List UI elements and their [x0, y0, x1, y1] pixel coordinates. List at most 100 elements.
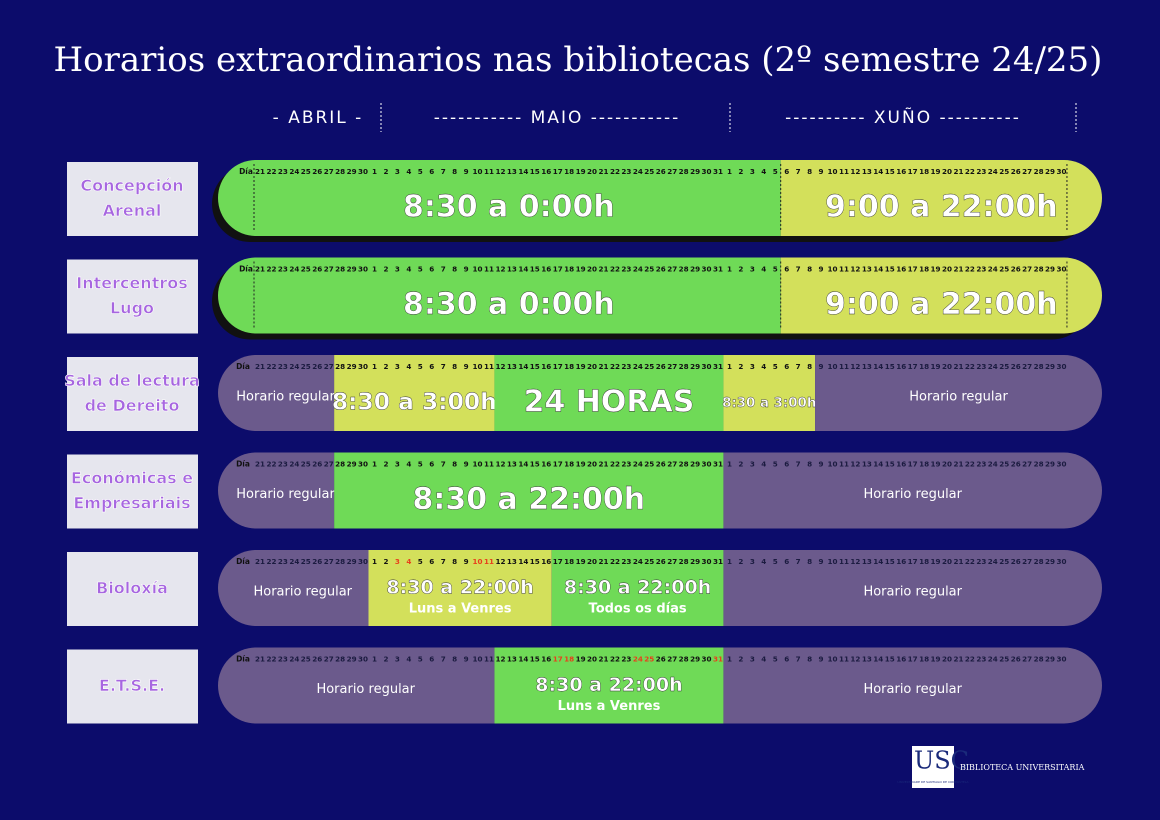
day: 7 — [796, 460, 801, 469]
day: 3 — [750, 557, 755, 566]
day: 21 — [255, 265, 265, 274]
day: 31 — [713, 362, 723, 371]
day: 4 — [761, 265, 766, 274]
day: 7 — [441, 655, 446, 664]
day: 23 — [278, 655, 288, 664]
day: 29 — [690, 265, 700, 274]
day: 17 — [553, 655, 563, 664]
day: 23 — [621, 655, 631, 664]
day: 24 — [988, 167, 998, 176]
day: 14 — [518, 655, 528, 664]
day: 26 — [1011, 460, 1021, 469]
day: 19 — [576, 265, 586, 274]
day: 22 — [266, 460, 276, 469]
day: 17 — [908, 557, 918, 566]
day: 28 — [679, 460, 689, 469]
day: 31 — [713, 655, 723, 664]
day: 28 — [679, 265, 689, 274]
day: 19 — [576, 460, 586, 469]
day: 11 — [484, 460, 494, 469]
row: 21 22 23 24 25 26 27 28 29 30 1 2 3 4 5 6 7 8 9 10 11 12 13 14 1… — [218, 257, 1102, 334]
logo: USC — [914, 747, 969, 775]
day: 27 — [667, 655, 677, 664]
day: 26 — [1011, 265, 1021, 274]
day: 18 — [564, 655, 574, 664]
day: 1 — [372, 167, 377, 176]
day: 1 — [727, 460, 732, 469]
day: 2 — [738, 557, 743, 566]
day: 18 — [564, 362, 574, 371]
day: 18 — [919, 655, 929, 664]
day: 21 — [953, 265, 963, 274]
segment — [218, 452, 335, 529]
footer-name: BIBLIOTECA UNIVERSITARIA — [960, 763, 1085, 772]
segment-subtext: Luns a Venres — [409, 602, 512, 617]
day: 29 — [1045, 167, 1055, 176]
day: 27 — [667, 167, 677, 176]
day: 21 — [598, 167, 608, 176]
segment — [551, 550, 724, 626]
day: 6 — [784, 557, 789, 566]
day: 22 — [266, 265, 276, 274]
day: 23 — [278, 460, 288, 469]
segment-text: 9:00 a 22:00h — [825, 190, 1058, 225]
day: 13 — [862, 655, 872, 664]
day: 3 — [395, 655, 400, 664]
day: 10 — [473, 460, 483, 469]
day: 24 — [289, 655, 299, 664]
day: 14 — [873, 655, 883, 664]
day: 28 — [679, 167, 689, 176]
day: 1 — [372, 460, 377, 469]
day: 9 — [464, 265, 469, 274]
day: 20 — [587, 557, 597, 566]
day: 10 — [827, 265, 837, 274]
day: 28 — [1034, 460, 1044, 469]
day: 5 — [418, 265, 423, 274]
day: 25 — [644, 167, 654, 176]
day: 12 — [495, 460, 505, 469]
day: 29 — [347, 362, 357, 371]
day: 25 — [999, 167, 1009, 176]
day: 18 — [919, 557, 929, 566]
day: 10 — [473, 655, 483, 664]
day: 22 — [610, 655, 620, 664]
day: 12 — [850, 460, 860, 469]
day: 27 — [324, 557, 334, 566]
day: 19 — [931, 655, 941, 664]
day: 29 — [1045, 362, 1055, 371]
day: 22 — [965, 557, 975, 566]
day-label: Día — [239, 265, 253, 274]
segment — [723, 452, 1102, 529]
day: 28 — [335, 460, 345, 469]
day: 25 — [999, 655, 1009, 664]
segment — [815, 355, 1102, 431]
day: 9 — [464, 460, 469, 469]
day: 7 — [441, 557, 446, 566]
day: 1 — [727, 167, 732, 176]
day: 7 — [796, 265, 801, 274]
day: 2 — [738, 167, 743, 176]
segment — [218, 647, 495, 724]
library-name: Intercentros — [76, 274, 188, 293]
day: 29 — [347, 460, 357, 469]
segment-text: 8:30 a 22:00h — [535, 674, 682, 696]
day: 16 — [896, 167, 906, 176]
day: 22 — [266, 655, 276, 664]
day: 2 — [383, 167, 388, 176]
day: 12 — [495, 265, 505, 274]
day: 24 — [633, 362, 643, 371]
day: 14 — [518, 167, 528, 176]
day: 14 — [873, 557, 883, 566]
day: 6 — [784, 265, 789, 274]
day: 10 — [827, 167, 837, 176]
day: 5 — [418, 460, 423, 469]
row: 21 22 23 24 25 26 27 28 29 30 1 2 3 4 5 6 7 8 9 10 11Horario… — [218, 647, 1102, 724]
label-box — [67, 454, 198, 529]
day: 25 — [301, 167, 311, 176]
day: 21 — [953, 362, 963, 371]
day: 6 — [429, 460, 434, 469]
day: 28 — [679, 655, 689, 664]
